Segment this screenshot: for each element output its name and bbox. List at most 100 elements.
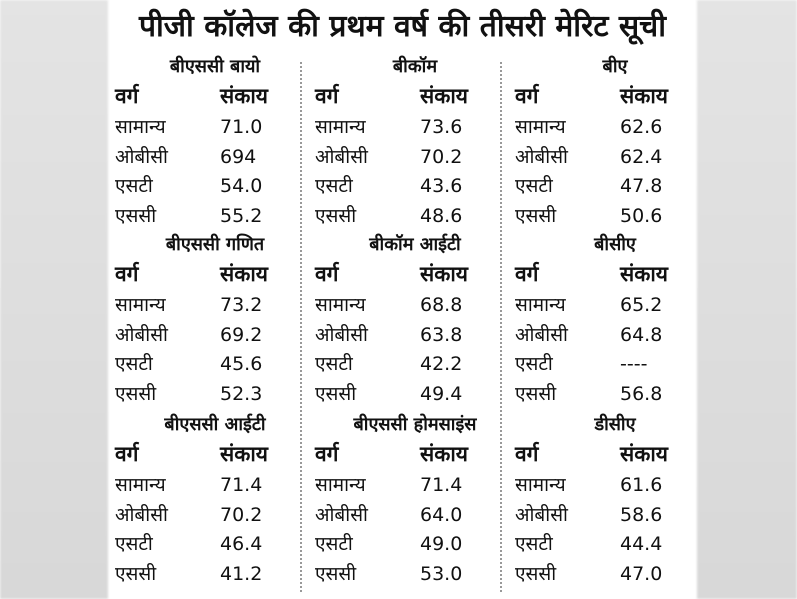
section-title: बीकॉम (392, 56, 438, 77)
category: ओबीसी (315, 145, 368, 168)
category: एससी (515, 204, 557, 227)
category: सामान्य (315, 116, 366, 138)
title: पीजी कॉलेज की प्रथम वर्ष की तीसरी मेरिट … (138, 9, 666, 44)
column-header: संकाय (420, 262, 468, 286)
cutoff-value: 55.2 (220, 204, 263, 227)
column-header: वर्ग (115, 442, 139, 466)
cutoff-value: 73.6 (420, 116, 463, 138)
column-header: वर्ग (115, 262, 139, 286)
cutoff-value: 70.2 (220, 503, 263, 526)
cutoff-value: 56.8 (620, 382, 663, 405)
column-header: वर्ग (315, 442, 339, 466)
category: सामान्य (115, 116, 166, 138)
category: एससी (515, 382, 557, 405)
divider (500, 62, 502, 592)
column-header: संकाय (220, 84, 268, 108)
category: सामान्य (115, 474, 166, 496)
cutoff-value: 71.0 (220, 116, 263, 138)
cutoff-value: 44.4 (620, 533, 663, 555)
category: एसटी (515, 533, 553, 555)
column-header: वर्ग (115, 84, 139, 108)
cutoff-value: 50.6 (620, 204, 663, 227)
category: ओबीसी (515, 323, 568, 346)
category: एसटी (115, 353, 153, 375)
section-title: डीसीए (594, 414, 636, 435)
column-header: संकाय (220, 262, 268, 286)
blurred-edge (0, 0, 108, 599)
column-header: वर्ग (515, 442, 539, 466)
cutoff-value: 49.0 (420, 533, 463, 555)
column-header: संकाय (620, 442, 668, 466)
category: एससी (115, 382, 157, 405)
cutoff-value: 73.2 (220, 294, 263, 316)
category: एससी (315, 382, 357, 405)
column-header: संकाय (620, 262, 668, 286)
cutoff-value: 69.2 (220, 323, 263, 346)
column-header: संकाय (620, 84, 668, 108)
column-header: वर्ग (315, 262, 339, 286)
column-header: संकाय (220, 442, 268, 466)
category: सामान्य (515, 474, 566, 496)
cutoff-value: 42.2 (420, 353, 463, 375)
category: एसटी (115, 533, 153, 555)
category: ओबीसी (515, 503, 568, 526)
cutoff-value: 47.0 (620, 562, 663, 585)
category: एसटी (115, 175, 153, 197)
category: सामान्य (515, 116, 566, 138)
cutoff-value: 54.0 (220, 175, 263, 197)
section-title: बीएससी बायो (169, 56, 261, 77)
category: ओबीसी (115, 323, 168, 346)
cutoff-value: 63.8 (420, 323, 463, 346)
cutoff-value: 64.0 (420, 503, 463, 526)
category: एससी (515, 562, 557, 585)
category: ओबीसी (515, 145, 568, 168)
section-title: बीएससी गणित (165, 234, 265, 255)
divider (300, 62, 302, 592)
cutoff-value: 61.6 (620, 474, 663, 496)
category: एसटी (315, 353, 353, 375)
cutoff-value: 43.6 (420, 175, 463, 197)
column-header: वर्ग (315, 84, 339, 108)
cutoff-value: 45.6 (220, 353, 263, 375)
category: एससी (315, 562, 357, 585)
category: एसटी (315, 533, 353, 555)
cutoff-value: 71.4 (420, 474, 463, 496)
cutoff-value: 65.2 (620, 294, 663, 316)
cutoff-value: 68.8 (420, 294, 463, 316)
column-header: वर्ग (515, 84, 539, 108)
cutoff-value: 71.4 (220, 474, 263, 496)
cutoff-value: ---- (620, 353, 648, 375)
cutoff-value: 64.8 (620, 323, 663, 346)
category: एसटी (515, 175, 553, 197)
cutoff-value: 46.4 (220, 533, 263, 555)
column-header: संकाय (420, 84, 468, 108)
category: एसटी (515, 353, 553, 375)
category: सामान्य (115, 294, 166, 316)
category: एसटी (315, 175, 353, 197)
cutoff-value: 62.4 (620, 145, 663, 168)
category: एससी (115, 562, 157, 585)
category: एससी (315, 204, 357, 227)
cutoff-value: 70.2 (420, 145, 463, 168)
category: ओबीसी (315, 323, 368, 346)
category: सामान्य (315, 294, 366, 316)
cutoff-value: 41.2 (220, 562, 263, 585)
cutoff-value: 52.3 (220, 382, 263, 405)
cutoff-value: 58.6 (620, 503, 663, 526)
section-title: बीसीए (594, 234, 636, 255)
section-title: बीकॉम आईटी (369, 234, 461, 255)
category: एससी (115, 204, 157, 227)
cutoff-value: 694 (220, 145, 257, 168)
cutoff-value: 49.4 (420, 382, 463, 405)
cutoff-value: 53.0 (420, 562, 463, 585)
cutoff-value: 48.6 (420, 204, 463, 227)
section-title: बीए (602, 56, 628, 77)
category: ओबीसी (115, 145, 168, 168)
column-header: वर्ग (515, 262, 539, 286)
category: ओबीसी (315, 503, 368, 526)
cutoff-value: 47.8 (620, 175, 663, 197)
category: ओबीसी (115, 503, 168, 526)
section-title: बीएससी आईटी (164, 414, 266, 435)
column-header: संकाय (420, 442, 468, 466)
